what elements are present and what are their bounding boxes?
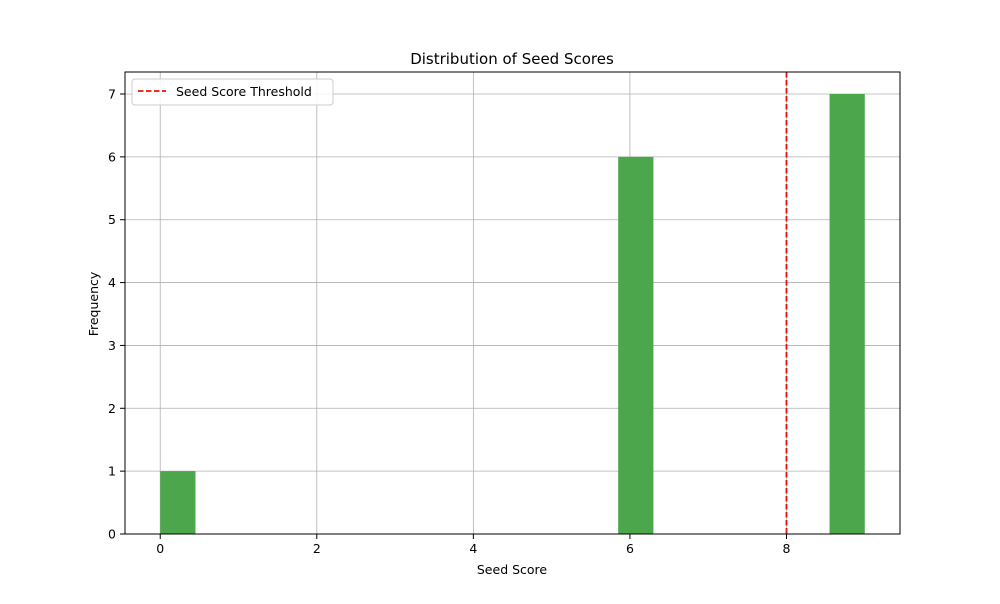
histogram-bars	[160, 94, 865, 534]
y-tick-label: 3	[108, 338, 116, 353]
y-tick-label: 6	[108, 149, 116, 164]
legend: Seed Score Threshold	[131, 78, 334, 106]
y-axis-ticks: 0 1 2 3 4 5 6 7	[108, 87, 125, 542]
y-tick-label: 2	[108, 401, 116, 416]
x-axis-label: Seed Score	[477, 562, 548, 577]
y-tick-label: 5	[108, 212, 116, 227]
x-axis-ticks: 0 2 4 6 8	[156, 534, 791, 556]
grid-lines	[125, 72, 900, 535]
legend-box	[131, 78, 334, 106]
histogram-bar	[829, 94, 865, 534]
y-tick-label: 1	[108, 464, 116, 479]
x-tick-label: 2	[313, 541, 321, 556]
x-tick-label: 0	[156, 541, 164, 556]
chart-title: Distribution of Seed Scores	[410, 50, 614, 68]
x-tick-label: 6	[626, 541, 634, 556]
x-tick-label: 4	[469, 541, 477, 556]
legend-threshold-label: Seed Score Threshold	[176, 84, 312, 99]
histogram-bar	[618, 156, 654, 534]
histogram-bar	[160, 471, 196, 534]
y-tick-label: 0	[108, 527, 116, 542]
y-tick-label: 7	[108, 87, 116, 102]
plot-frame	[124, 71, 901, 535]
y-tick-label: 4	[108, 275, 116, 290]
y-axis-label: Frequency	[86, 271, 101, 336]
x-tick-label: 8	[783, 541, 791, 556]
